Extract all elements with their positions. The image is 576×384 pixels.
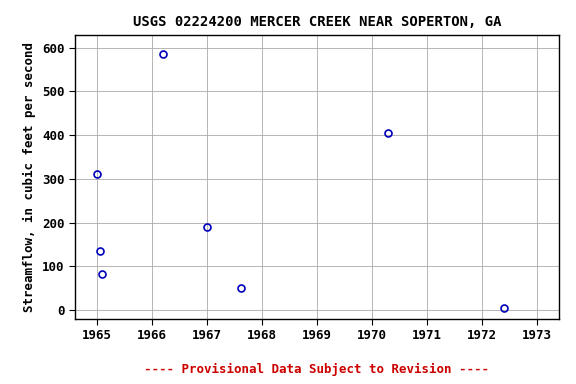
Y-axis label: Streamflow, in cubic feet per second: Streamflow, in cubic feet per second: [24, 41, 36, 312]
Title: USGS 02224200 MERCER CREEK NEAR SOPERTON, GA: USGS 02224200 MERCER CREEK NEAR SOPERTON…: [132, 15, 501, 29]
Text: ---- Provisional Data Subject to Revision ----: ---- Provisional Data Subject to Revisio…: [145, 363, 489, 376]
